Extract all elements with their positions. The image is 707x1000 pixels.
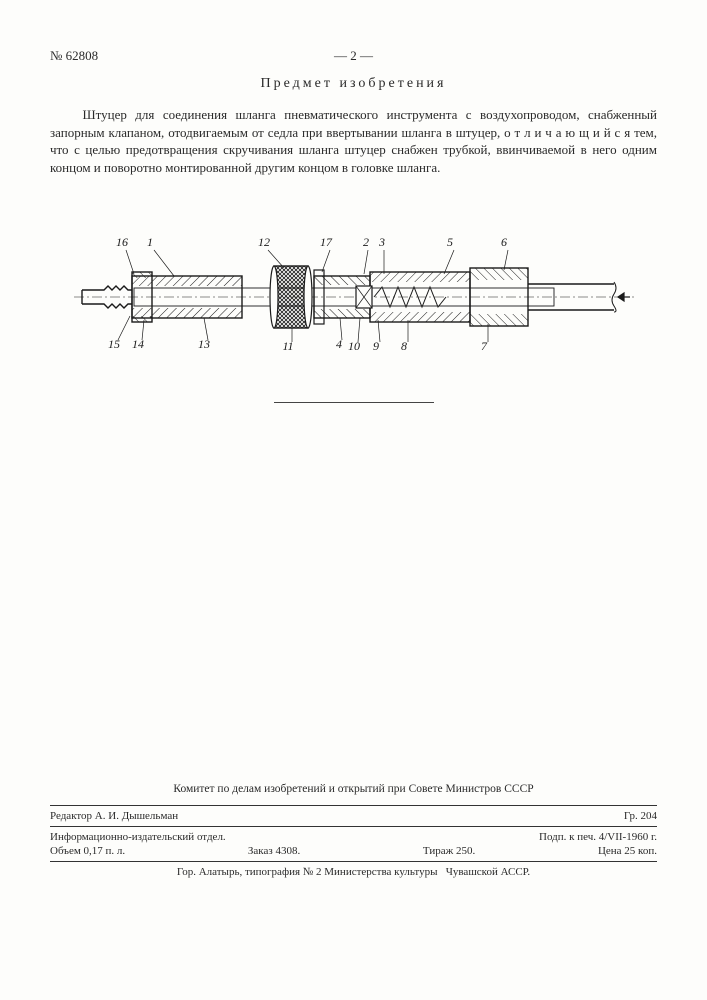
callout-label: 5	[447, 235, 453, 249]
page-header: № 62808 — 2 —	[50, 48, 657, 64]
imprint-block: Комитет по делам изобретений и открытий …	[50, 783, 657, 880]
callout-label: 10	[348, 339, 360, 353]
imprint-row-1: Редактор А. И. Дышельман Гр. 204	[50, 810, 657, 822]
callout-label: 7	[481, 339, 488, 353]
rule	[50, 805, 657, 806]
figure-svg: 16 1 12 17 23 5 6 15 14 13 4 11 10 9 8 7	[74, 232, 634, 362]
section-title: Предмет изобретения	[50, 76, 657, 92]
callout-label: 12	[258, 235, 270, 249]
signed-date: Подп. к печ. 4/VII-1960 г.	[539, 831, 657, 843]
group-no: Гр. 204	[624, 810, 657, 822]
callout-label: 3	[378, 235, 385, 249]
dept: Информационно-издательский отдел.	[50, 831, 226, 843]
callout-label: 16	[116, 235, 128, 249]
callout-label: 8	[401, 339, 407, 353]
callout-label: 17	[320, 235, 333, 249]
callout-label: 11	[282, 339, 293, 353]
editor: Редактор А. И. Дышельман	[50, 810, 178, 822]
imprint-row-3: Объем 0,17 п. л. Заказ 4308. Тираж 250. …	[50, 845, 657, 857]
claim-paragraph: Штуцер для соединения шланга пневматичес…	[50, 106, 657, 176]
callout-label: 4	[336, 337, 342, 351]
printer-line: Гор. Алатырь, типография № 2 Министерств…	[177, 866, 530, 878]
callout-label: 6	[501, 235, 507, 249]
rule	[50, 826, 657, 827]
imprint-row-4: Гор. Алатырь, типография № 2 Министерств…	[50, 866, 657, 878]
price: Цена 25 коп.	[598, 845, 657, 857]
order-no: Заказ 4308.	[248, 845, 300, 857]
separator-rule	[274, 402, 434, 403]
page-number: — 2 —	[0, 48, 707, 64]
callout-label: 13	[198, 337, 210, 351]
print-run: Тираж 250.	[423, 845, 475, 857]
figure: 16 1 12 17 23 5 6 15 14 13 4 11 10 9 8 7	[74, 232, 634, 362]
page: № 62808 — 2 — Предмет изобретения Штуцер…	[0, 0, 707, 1000]
callout-label: 1	[147, 235, 153, 249]
rule	[50, 861, 657, 862]
committee-line: Комитет по делам изобретений и открытий …	[50, 783, 657, 795]
callout-label: 14	[132, 337, 144, 351]
imprint-row-2: Информационно-издательский отдел. Подп. …	[50, 831, 657, 843]
callout-label: 2	[363, 235, 369, 249]
volume: Объем 0,17 п. л.	[50, 845, 125, 857]
callout-label: 9	[373, 339, 379, 353]
callout-label: 15	[108, 337, 120, 351]
